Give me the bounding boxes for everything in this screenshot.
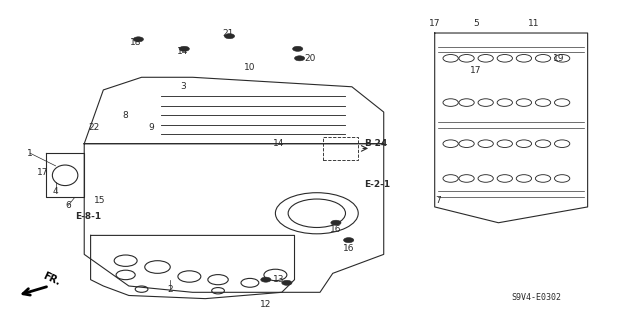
Text: 22: 22	[88, 123, 99, 132]
Text: 18: 18	[129, 38, 141, 47]
Text: 17: 17	[37, 168, 49, 177]
Circle shape	[179, 46, 189, 51]
Text: B-24: B-24	[365, 139, 388, 148]
Text: 16: 16	[343, 243, 355, 253]
Text: FR.: FR.	[41, 271, 61, 287]
Text: 17: 17	[429, 19, 440, 28]
Text: 10: 10	[244, 63, 255, 72]
Circle shape	[294, 56, 305, 61]
Bar	[323, 137, 358, 160]
Circle shape	[344, 238, 354, 243]
Circle shape	[225, 33, 235, 39]
Circle shape	[133, 37, 143, 42]
Text: 19: 19	[553, 54, 564, 63]
Text: E-8-1: E-8-1	[75, 212, 100, 221]
Text: E-2-1: E-2-1	[365, 180, 391, 189]
Text: 3: 3	[180, 82, 186, 91]
Text: 15: 15	[95, 196, 106, 205]
Text: 14: 14	[177, 48, 189, 56]
Text: 20: 20	[305, 54, 316, 63]
Text: 1: 1	[27, 149, 33, 158]
Text: 5: 5	[473, 19, 479, 28]
Text: 16: 16	[330, 225, 342, 234]
Circle shape	[331, 220, 341, 225]
Text: 7: 7	[435, 196, 441, 205]
Circle shape	[292, 46, 303, 51]
Text: 21: 21	[222, 28, 234, 38]
Text: 4: 4	[52, 187, 58, 196]
Circle shape	[260, 277, 271, 282]
Text: 11: 11	[528, 19, 540, 28]
Text: 12: 12	[260, 300, 271, 309]
Text: S9V4-E0302: S9V4-E0302	[511, 293, 562, 302]
Circle shape	[282, 280, 292, 286]
Text: 8: 8	[123, 111, 129, 120]
Text: 17: 17	[470, 66, 482, 76]
Text: 6: 6	[65, 201, 71, 210]
Text: 13: 13	[273, 275, 284, 284]
Text: 2: 2	[168, 285, 173, 294]
Text: 9: 9	[148, 123, 154, 132]
Text: 14: 14	[273, 139, 284, 148]
